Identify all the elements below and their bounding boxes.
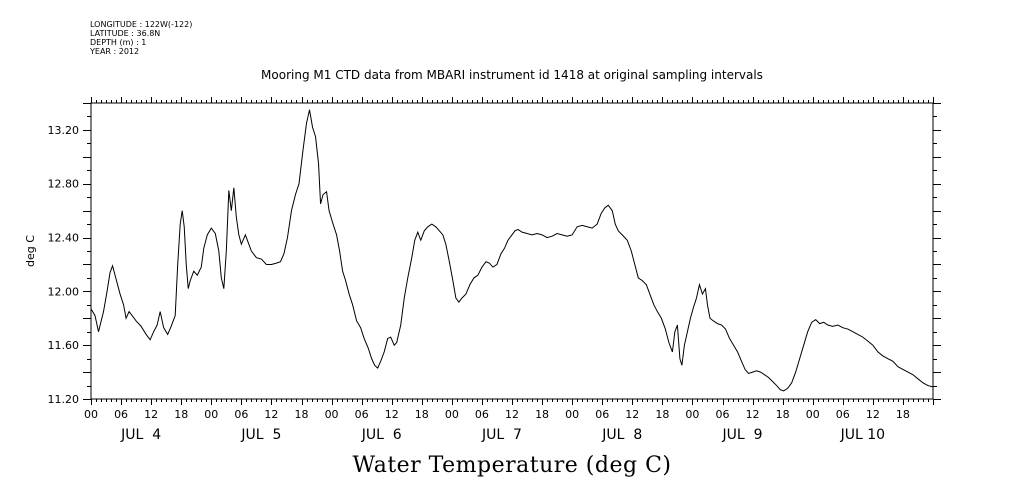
x-tick-label: 00: [445, 408, 459, 421]
day-label: JUL 7: [481, 427, 522, 443]
x-tick-label: 00: [565, 408, 579, 421]
x-tick-label: 12: [625, 408, 639, 421]
day-label: JUL 9: [722, 427, 763, 443]
x-tick-label: 12: [385, 408, 399, 421]
x-tick-label: 12: [144, 408, 158, 421]
x-tick-label: 00: [685, 408, 699, 421]
plot-frame: [90, 102, 934, 400]
x-axis-title: Water Temperature (deg C): [352, 453, 672, 478]
y-tick-label: 11.60: [48, 339, 80, 352]
x-tick-label: 18: [415, 408, 429, 421]
y-tick-label: 12.00: [48, 285, 80, 298]
x-tick-label: 06: [114, 408, 128, 421]
day-label: JUL 4: [120, 427, 161, 443]
depth-label: DEPTH (m) : 1: [90, 38, 147, 47]
x-tick-label: 12: [264, 408, 278, 421]
x-tick-label: 00: [204, 408, 218, 421]
latitude-label: LATITUDE : 36.8N: [90, 29, 161, 38]
day-label: JUL 6: [361, 427, 402, 443]
x-tick-label: 00: [84, 408, 98, 421]
y-tick-label: 12.80: [48, 178, 80, 191]
x-tick-label: 18: [776, 408, 790, 421]
y-axis-label: deg C: [24, 235, 37, 267]
x-tick-label: 00: [806, 408, 820, 421]
x-tick-label: 00: [325, 408, 339, 421]
x-tick-label: 18: [655, 408, 669, 421]
longitude-label: LONGITUDE : 122W(-122): [90, 20, 193, 29]
day-label: JUL 5: [240, 427, 281, 443]
x-tick-label: 12: [746, 408, 760, 421]
x-tick-label: 06: [836, 408, 850, 421]
x-tick-label: 18: [174, 408, 188, 421]
x-tick-label: 06: [716, 408, 730, 421]
day-label: JUL 8: [601, 427, 642, 443]
x-tick-labels: 00 06 12 18 00 06 12 18 00 06 12 18 00 06 12 18 00 06 12 18…: [84, 408, 910, 421]
x-tick-label: 12: [505, 408, 519, 421]
chart-title: Mooring M1 CTD data from MBARI instrumen…: [261, 68, 763, 82]
x-tick-label: 12: [866, 408, 880, 421]
y-tick-label: 11.20: [48, 393, 80, 406]
x-tick-label: 06: [475, 408, 489, 421]
y-tick-label: 13.20: [48, 124, 80, 137]
x-tick-label: 06: [595, 408, 609, 421]
y-tick-labels: 11.20 11.60 12.00 12.40 12.80 13.20: [48, 124, 80, 406]
y-tick-label: 12.40: [48, 232, 80, 245]
year-label: YEAR : 2012: [90, 47, 140, 56]
x-tick-label: 06: [355, 408, 369, 421]
x-tick-label: 06: [234, 408, 248, 421]
day-labels: JUL 4 JUL 5 JUL 6 JUL 7 JUL 8 JUL 9 JUL 10: [120, 427, 885, 443]
x-tick-label: 18: [295, 408, 309, 421]
x-tick-label: 18: [896, 408, 910, 421]
day-label: JUL 10: [840, 427, 885, 443]
axis-ticks: [83, 97, 941, 405]
x-tick-label: 18: [535, 408, 549, 421]
series-line-water-temperature: [90, 109, 934, 392]
metadata-block: LONGITUDE : 122W(-122) LATITUDE : 36.8N …: [90, 20, 192, 56]
